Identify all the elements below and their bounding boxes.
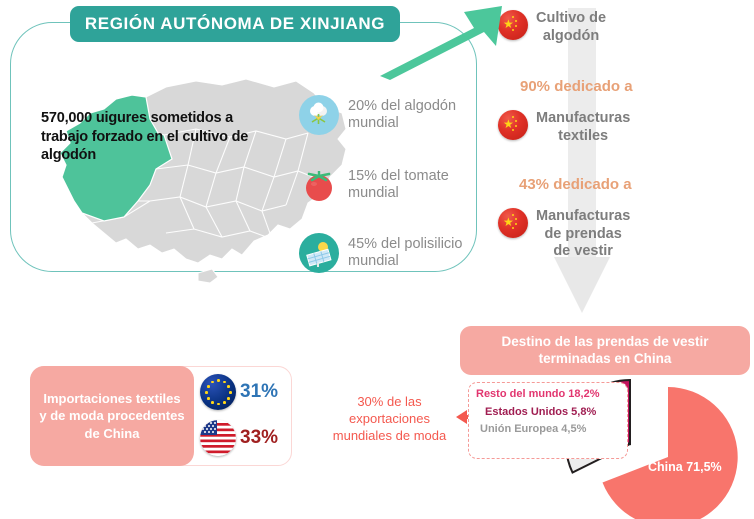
chain-step-cotton-cultivation: ★ Cultivo de algodón xyxy=(498,10,606,45)
imports-row-us: 33% xyxy=(200,420,278,456)
gray-down-arrow-icon xyxy=(554,257,610,313)
stat-cotton: 20% del algodón mundial xyxy=(299,95,456,135)
legend-item-resto-del-mundo: Resto del mundo 18,2% xyxy=(476,388,600,400)
destination-title-box: Destino de las prendas de vestir termina… xyxy=(460,326,750,375)
stat-cotton-label: 20% del algodón mundial xyxy=(348,97,457,131)
chain-connector-90: 90% dedicado a xyxy=(520,78,633,95)
page-title-banner: REGIÓN AUTÓNOMA DE XINJIANG xyxy=(70,6,400,42)
china-flag-icon: ★ xyxy=(498,208,528,238)
stat-tomato-label: 15% del tomate mundial xyxy=(348,167,449,201)
eu-flag-icon xyxy=(200,374,236,410)
china-flag-icon: ★ xyxy=(498,110,528,140)
xinjiang-region-shape xyxy=(59,94,173,222)
solar-panel-icon xyxy=(299,233,339,273)
imports-us-value: 33% xyxy=(240,427,279,448)
pie-slice-china-label: China 71,5% xyxy=(648,460,722,474)
china-flag-icon: ★ xyxy=(498,10,528,40)
uighur-forced-labour-note: 570,000 uigures sometidos a trabajo forz… xyxy=(41,110,249,164)
imports-title: Importaciones textiles y de moda procede… xyxy=(30,366,194,466)
tomato-icon xyxy=(299,165,339,205)
chain-step-apparel-manufacturing: ★ Manufacturas de prendas de vestir xyxy=(498,208,630,261)
stat-tomato: 15% del tomate mundial xyxy=(299,165,449,205)
legend-item-estados-unidos: Estados Unidos 5,8% xyxy=(485,405,597,418)
legend-item-union-europea: Unión Europea 4,5% xyxy=(480,423,587,436)
chain-step-label: Cultivo de algodón xyxy=(536,10,607,44)
chain-connector-43: 43% dedicado a xyxy=(519,176,632,193)
supply-chain-arrow-shaft xyxy=(568,8,596,263)
chain-step-label: Manufacturas de prendas de vestir xyxy=(536,208,631,260)
destination-title-line1: Destino de las prendas de vestir xyxy=(501,333,709,349)
chain-step-label: Manufacturas textiles xyxy=(536,110,631,144)
china-map xyxy=(46,73,376,288)
pie-legend: Resto del mundo 18,2% Estados Unidos 5,8… xyxy=(468,382,628,459)
stat-polysilicon: 45% del polisilicio mundial xyxy=(299,233,462,273)
xinjiang-region-card: 570,000 uigures sometidos a trabajo forz… xyxy=(10,22,477,284)
pie-slice-china xyxy=(602,387,738,519)
export-share-note: 30% de las exportaciones mundiales de mo… xyxy=(332,394,447,444)
chain-step-textile-manufacturing: ★ Manufacturas textiles xyxy=(498,110,630,145)
stat-polysilicon-label: 45% del polisilicio mundial xyxy=(348,235,463,269)
destination-title-line2: terminadas en China xyxy=(538,350,672,366)
us-flag-icon xyxy=(200,420,236,456)
imports-eu-value: 31% xyxy=(240,381,279,402)
imports-row-eu: 31% xyxy=(200,374,278,410)
cotton-icon xyxy=(299,95,339,135)
green-up-right-arrow-icon xyxy=(380,6,502,80)
